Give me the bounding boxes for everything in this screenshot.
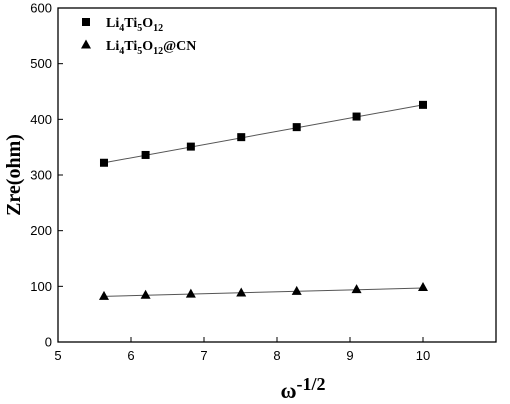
data-point-triangle [291,285,302,295]
x-axis-title: ω-1/2 [280,374,325,403]
y-tick-label: 400 [30,112,52,127]
legend: Li4Ti5O12 Li4Ti5O12@CN [81,16,196,57]
y-tick-label: 200 [30,223,52,238]
fit-line-2 [103,287,424,297]
x-axis-title-symbol: ω [280,378,296,403]
data-point-triangle [185,288,196,298]
data-point-square [186,142,195,151]
data-point-triangle [140,289,151,299]
y-tick-label: 500 [30,56,52,71]
x-tick-label: 9 [346,348,353,363]
legend-marker-square [82,18,90,26]
y-tick-label: 300 [30,168,52,183]
x-tick-label: 6 [127,348,134,363]
x-tick-label: 5 [54,348,61,363]
data-point-square [99,158,108,167]
data-point-square [419,100,427,109]
legend-label-2: Li4Ti5O12@CN [106,39,196,57]
data-point-square [237,133,246,142]
data-point-square [292,123,301,132]
x-axis-title-exponent: -1/2 [297,374,326,394]
data-points [98,100,428,300]
x-tick-label: 8 [273,348,280,363]
fit-line-1 [103,104,424,164]
y-tick-label: 100 [30,279,52,294]
data-point-triangle [418,281,428,291]
x-tick-label: 10 [416,348,430,363]
data-point-triangle [236,287,247,297]
y-tick-label: 0 [45,335,52,350]
data-point-triangle [98,290,109,300]
y-tick-label: 600 [30,1,52,16]
y-axis-title: Zre(ohm) [3,134,25,216]
data-point-triangle [351,284,362,294]
data-point-square [141,150,150,159]
legend-label-1: Li4Ti5O12 [106,16,163,34]
data-point-square [352,112,361,121]
x-tick-label: 7 [200,348,207,363]
fit-lines [103,104,424,297]
legend-marker-triangle [81,39,91,49]
